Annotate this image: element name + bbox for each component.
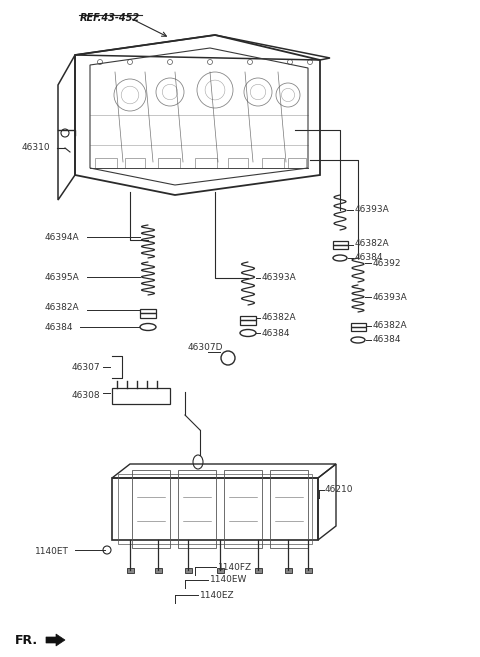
Text: 46393A: 46393A [355, 206, 390, 214]
Bar [140, 313, 156, 317]
Bar [228, 158, 248, 168]
Bar [127, 568, 133, 573]
Bar [304, 568, 312, 573]
Bar [288, 158, 306, 168]
Text: 46307: 46307 [72, 363, 101, 371]
Bar [285, 568, 291, 573]
Text: 46393A: 46393A [373, 292, 408, 302]
Bar [184, 568, 192, 573]
Text: 46384: 46384 [355, 254, 384, 263]
Text: 1140FZ: 1140FZ [218, 562, 252, 572]
Bar [350, 323, 365, 327]
Text: 46382A: 46382A [262, 313, 297, 323]
Text: 1140EZ: 1140EZ [200, 591, 235, 599]
Bar [270, 470, 308, 548]
Polygon shape [46, 634, 65, 646]
Bar [240, 321, 256, 325]
Text: 46384: 46384 [45, 323, 73, 332]
Bar [240, 315, 256, 319]
Text: 46395A: 46395A [45, 273, 80, 281]
Bar [350, 327, 365, 331]
Text: 46393A: 46393A [262, 273, 297, 283]
Bar [195, 158, 217, 168]
Bar [125, 158, 145, 168]
Bar [132, 470, 170, 548]
Bar [254, 568, 262, 573]
Bar [262, 158, 284, 168]
Text: FR.: FR. [15, 633, 38, 646]
Text: 46382A: 46382A [355, 240, 390, 248]
Bar [155, 568, 161, 573]
Bar [95, 158, 117, 168]
Bar [140, 309, 156, 313]
Text: 46308: 46308 [72, 390, 101, 399]
Bar [333, 246, 348, 249]
Text: 46307D: 46307D [188, 344, 224, 353]
Text: 46382A: 46382A [373, 321, 408, 330]
Text: 46394A: 46394A [45, 233, 80, 242]
Text: 46310: 46310 [22, 143, 50, 152]
Text: 46210: 46210 [325, 486, 353, 495]
Bar [112, 388, 170, 404]
Bar [216, 568, 224, 573]
Text: 46392: 46392 [373, 258, 401, 267]
Text: REF.43-452: REF.43-452 [80, 13, 140, 23]
Text: 1140ET: 1140ET [35, 547, 69, 556]
Bar [178, 470, 216, 548]
Bar [224, 470, 262, 548]
Text: 46382A: 46382A [45, 302, 80, 311]
Text: 46384: 46384 [373, 336, 401, 344]
Text: 1140EW: 1140EW [210, 576, 247, 585]
Text: 46384: 46384 [262, 328, 290, 338]
Bar [333, 241, 348, 244]
Bar [118, 474, 312, 544]
Bar [158, 158, 180, 168]
